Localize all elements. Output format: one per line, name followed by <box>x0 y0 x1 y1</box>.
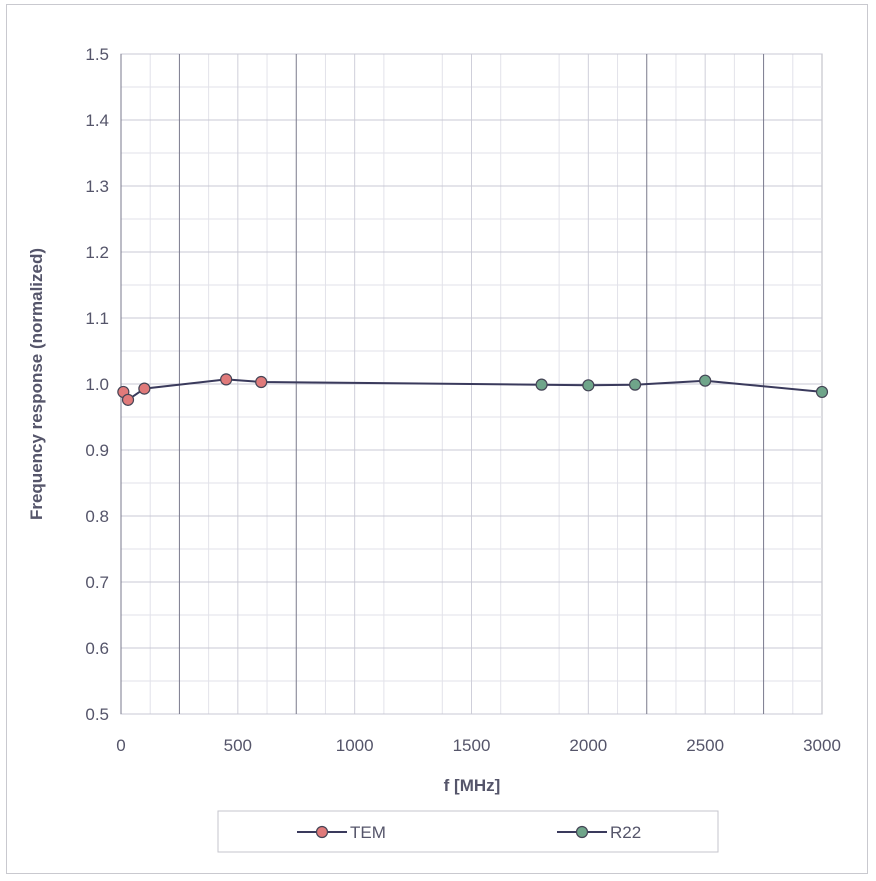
legend-box <box>217 810 719 853</box>
data-line <box>122 378 823 402</box>
y-tick-label: 0.9 <box>85 441 109 460</box>
y-tick-label: 1.0 <box>85 375 109 394</box>
legend-label-tem: TEM <box>350 823 386 842</box>
x-tick-label: 2000 <box>569 736 607 755</box>
x-tick-label: 3000 <box>803 736 841 755</box>
x-tick-label: 2500 <box>686 736 724 755</box>
y-tick-label: 1.1 <box>85 309 109 328</box>
y-axis-title: Frequency response (normalized) <box>27 248 46 520</box>
y-tick-label: 0.5 <box>85 705 109 724</box>
data-point-tem <box>255 375 268 389</box>
legend-marker-tem <box>315 825 329 839</box>
x-tick-label: 1500 <box>453 736 491 755</box>
data-point-r22 <box>699 374 712 387</box>
data-point-tem <box>220 373 233 386</box>
legend-label-r22: R22 <box>610 823 641 842</box>
data-point-r22 <box>535 378 548 391</box>
y-tick-label: 0.7 <box>85 573 109 592</box>
x-axis-title: f [MHz] <box>444 776 501 795</box>
y-tick-label: 1.2 <box>85 243 109 262</box>
x-tick-label: 500 <box>224 736 252 755</box>
data-point-tem <box>138 382 151 395</box>
y-tick-label: 1.5 <box>85 45 109 64</box>
legend-marker-r22 <box>575 825 589 839</box>
data-point-tem <box>121 393 135 406</box>
series-line <box>122 378 823 402</box>
legend: TEM R22 <box>217 810 719 853</box>
y-tick-label: 0.8 <box>85 507 109 526</box>
y-tick-label: 1.3 <box>85 177 109 196</box>
x-tick-label: 1000 <box>336 736 374 755</box>
data-point-r22 <box>628 378 642 391</box>
y-tick-label: 1.4 <box>85 111 109 130</box>
y-tick-label: 0.6 <box>85 639 109 658</box>
data-points <box>117 373 829 406</box>
x-tick-label: 0 <box>116 736 125 755</box>
data-point-r22 <box>815 385 829 399</box>
data-point-r22 <box>582 379 595 392</box>
tick-labels: 0.5 0.6 0.7 0.8 0.9 1.0 1.1 1.2 1.3 1.4 1.5 0 500 100… <box>85 45 841 755</box>
